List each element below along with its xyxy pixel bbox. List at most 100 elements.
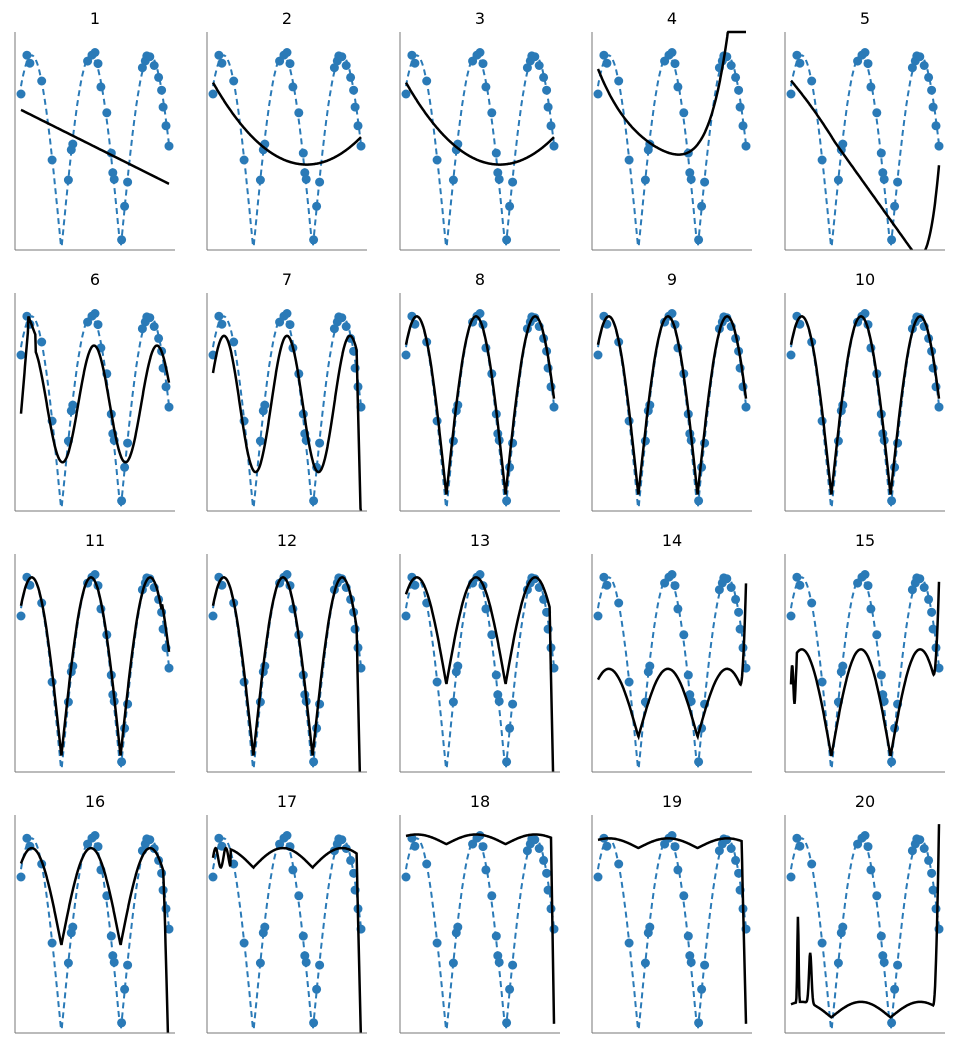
panel-10: 10: [784, 270, 945, 512]
sample-point: [599, 572, 609, 582]
sample-point: [309, 757, 319, 767]
sample-point: [722, 574, 732, 584]
sample-point: [741, 402, 751, 412]
sample-point: [288, 865, 298, 875]
fitted-curve: [211, 334, 363, 511]
sample-point: [487, 108, 497, 118]
sample-point: [329, 324, 339, 334]
sample-point: [694, 496, 704, 506]
sample-point: [927, 607, 937, 617]
sample-point: [260, 922, 270, 932]
fitted-curve: [19, 315, 171, 464]
sample-point: [833, 958, 843, 968]
sample-point: [337, 52, 347, 62]
sample-point: [928, 885, 938, 895]
sample-point: [817, 677, 827, 687]
sample-point: [478, 842, 488, 852]
panel-12: 12: [206, 531, 367, 773]
sample-point: [876, 670, 886, 680]
sample-point: [401, 89, 411, 99]
sample-point: [697, 201, 707, 211]
sample-point: [312, 201, 322, 211]
sample-point: [893, 177, 903, 187]
sample-point: [919, 61, 929, 70]
sample-point: [161, 382, 171, 392]
sample-point: [670, 581, 680, 591]
fitted-curve: [596, 30, 746, 156]
sample-point: [448, 697, 458, 707]
panel-title: 19: [662, 792, 682, 811]
panel-17: 17: [206, 792, 367, 1034]
sample-point: [679, 630, 689, 640]
sample-point: [422, 859, 432, 869]
sample-point: [481, 604, 491, 614]
sample-point: [872, 891, 882, 901]
sample-point: [214, 311, 224, 321]
sample-point: [928, 624, 938, 634]
panel-title: 16: [85, 792, 105, 811]
panel-title: 17: [277, 792, 297, 811]
sample-point: [522, 846, 532, 856]
sample-point: [161, 121, 171, 131]
sample-point: [410, 841, 420, 851]
sample-point: [667, 570, 677, 579]
sample-point: [508, 699, 518, 709]
sample-point: [255, 436, 265, 446]
sample-point: [645, 922, 655, 932]
sample-point: [735, 102, 745, 112]
sample-point: [734, 607, 744, 617]
sample-point: [117, 757, 127, 767]
sample-point: [807, 859, 817, 869]
fitted-curve: [19, 576, 171, 756]
sample-point: [491, 931, 501, 941]
sample-point: [491, 148, 501, 158]
panel-title: 2: [282, 9, 292, 28]
sample-point: [795, 841, 805, 851]
sample-point: [494, 174, 504, 184]
sample-point: [16, 89, 26, 99]
sample-point: [282, 48, 292, 57]
sample-point: [312, 984, 322, 994]
sample-point: [117, 1018, 127, 1028]
sample-point: [448, 958, 458, 968]
sample-point: [102, 108, 112, 118]
sample-point: [346, 72, 356, 82]
sample-point: [807, 598, 817, 608]
sample-point: [593, 872, 603, 882]
sample-point: [700, 177, 710, 187]
sample-point: [217, 58, 227, 68]
sample-point: [887, 1018, 897, 1028]
sample-point: [735, 624, 745, 634]
sample-point: [694, 757, 704, 767]
sample-point: [534, 61, 544, 70]
sample-point: [301, 957, 311, 967]
sample-point: [714, 846, 724, 856]
sample-point: [117, 496, 127, 506]
sample-point: [453, 661, 463, 671]
sample-point: [795, 580, 805, 590]
sample-point: [539, 855, 549, 865]
sample-point: [614, 859, 624, 869]
sample-point: [63, 958, 73, 968]
sample-point: [863, 842, 873, 852]
sample-point: [16, 611, 26, 621]
sample-point: [786, 89, 796, 99]
sample-point: [157, 85, 167, 95]
sample-point: [593, 89, 603, 99]
sample-point: [309, 235, 319, 245]
sample-point: [47, 938, 57, 948]
sample-point: [786, 611, 796, 621]
sample-point: [475, 48, 485, 57]
sample-point: [341, 61, 351, 70]
sample-point: [734, 868, 744, 878]
sample-point: [90, 309, 100, 318]
sample-point: [860, 831, 870, 840]
sample-point: [817, 155, 827, 165]
panel-title: 12: [277, 531, 297, 550]
fitted-curve: [211, 81, 362, 166]
sample-point: [37, 76, 47, 86]
sample-point: [294, 108, 304, 118]
sample-point: [624, 155, 634, 165]
panel-9: 9: [591, 270, 752, 512]
sample-point: [522, 63, 532, 73]
